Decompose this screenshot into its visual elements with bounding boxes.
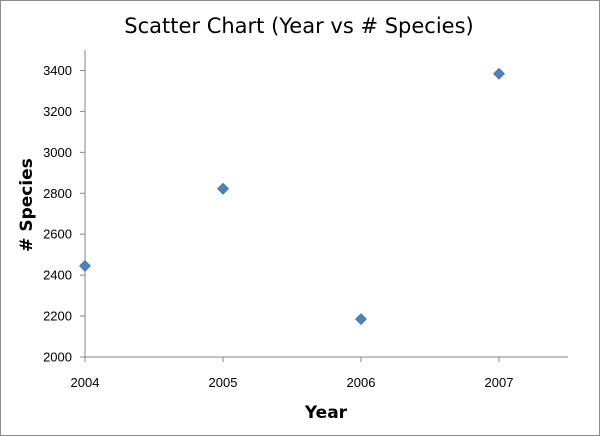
chart-title: Scatter Chart (Year vs # Species)	[124, 14, 473, 38]
y-tick-label: 2000	[43, 350, 72, 365]
data-point	[79, 259, 91, 272]
y-tick-label: 3200	[43, 104, 72, 119]
y-axis-label: # Species	[17, 158, 37, 252]
y-tick-label: 3000	[43, 145, 72, 160]
y-tick-label: 2600	[43, 227, 72, 242]
x-axis-ticks: 2004 2005 2006 2007	[71, 357, 514, 390]
y-tick-label: 2800	[43, 186, 72, 201]
x-tick-label: 2004	[71, 375, 100, 390]
data-point	[217, 182, 229, 195]
data-point	[355, 313, 367, 326]
y-axis-ticks: 2000 2200 2400 2600 2800 3000 3200 3400	[43, 63, 85, 365]
x-tick-label: 2007	[485, 375, 514, 390]
data-points	[79, 67, 505, 326]
y-tick-label: 2200	[43, 309, 72, 324]
data-point	[493, 67, 505, 80]
x-tick-label: 2006	[347, 375, 376, 390]
x-tick-label: 2005	[209, 375, 238, 390]
axes	[84, 50, 568, 358]
y-tick-label: 3400	[43, 63, 72, 78]
x-axis-label: Year	[304, 403, 348, 423]
y-tick-label: 2400	[43, 268, 72, 283]
